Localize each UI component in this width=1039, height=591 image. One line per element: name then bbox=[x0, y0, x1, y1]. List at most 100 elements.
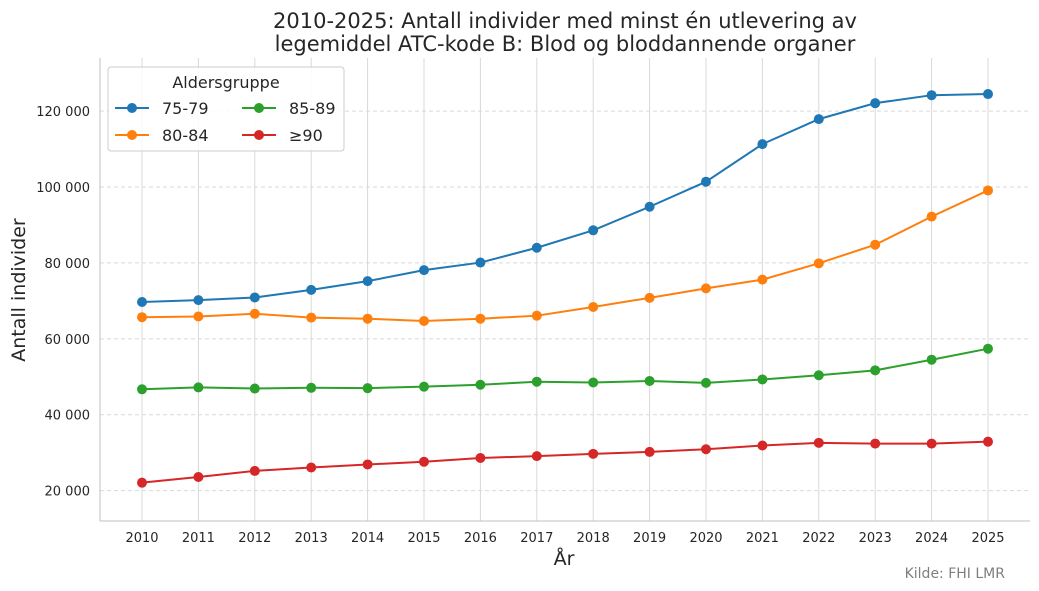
data-point bbox=[137, 477, 147, 488]
legend-swatch-marker bbox=[254, 130, 264, 140]
data-point bbox=[926, 354, 937, 365]
data-point bbox=[475, 257, 486, 268]
data-point bbox=[137, 384, 147, 395]
legend-label: 85-89 bbox=[289, 99, 336, 118]
series-85-89 bbox=[137, 343, 993, 395]
chart-title-line: 2010-2025: Antall individer med minst én… bbox=[273, 9, 857, 33]
data-point bbox=[193, 295, 204, 306]
data-point bbox=[249, 465, 260, 476]
x-tick-label: 2012 bbox=[238, 531, 271, 546]
data-point bbox=[137, 312, 147, 323]
series-80-84 bbox=[137, 185, 993, 326]
data-point bbox=[983, 436, 993, 447]
y-tick-label: 100 000 bbox=[36, 181, 90, 196]
x-tick-label: 2021 bbox=[746, 531, 779, 546]
data-point bbox=[419, 265, 429, 276]
data-point bbox=[983, 89, 993, 100]
data-point bbox=[588, 377, 599, 388]
data-point bbox=[475, 313, 486, 324]
data-point bbox=[757, 374, 768, 385]
data-point bbox=[362, 459, 373, 470]
x-tick-label: 2025 bbox=[971, 531, 1004, 546]
data-point bbox=[926, 211, 937, 222]
data-point bbox=[701, 283, 711, 294]
legend-box bbox=[107, 66, 345, 152]
data-point bbox=[306, 462, 317, 473]
data-point bbox=[419, 381, 429, 392]
x-axis-label: År bbox=[554, 547, 575, 570]
x-tick-label: 2016 bbox=[464, 531, 497, 546]
data-point bbox=[701, 444, 711, 455]
legend-swatch-marker bbox=[127, 103, 137, 113]
data-point bbox=[362, 276, 373, 287]
data-point bbox=[926, 90, 937, 101]
legend: Aldersgruppe 75-79 80-84 85-89 ≥90 bbox=[107, 66, 345, 152]
data-point bbox=[362, 313, 373, 324]
data-point bbox=[249, 308, 260, 319]
data-point bbox=[306, 284, 317, 295]
data-point bbox=[926, 438, 937, 449]
legend-swatch-marker bbox=[127, 130, 137, 140]
series-group bbox=[137, 89, 993, 488]
legend-swatch-marker bbox=[254, 103, 264, 113]
data-point bbox=[475, 379, 486, 390]
data-point bbox=[701, 377, 711, 388]
legend-item: 75-79 bbox=[115, 99, 209, 118]
x-tick-label: 2024 bbox=[915, 531, 948, 546]
x-tick-label: 2015 bbox=[407, 531, 440, 546]
series-line bbox=[141, 93, 989, 304]
legend-label: 80-84 bbox=[162, 126, 209, 145]
data-point bbox=[870, 365, 881, 376]
data-point bbox=[813, 437, 824, 448]
data-point bbox=[249, 383, 260, 394]
data-point bbox=[813, 258, 824, 269]
x-tick-label: 2019 bbox=[633, 531, 666, 546]
data-point bbox=[813, 114, 824, 125]
data-point bbox=[644, 375, 655, 386]
x-tick-label: 2014 bbox=[351, 531, 384, 546]
data-point bbox=[757, 440, 768, 451]
data-point bbox=[249, 292, 260, 303]
data-point bbox=[757, 274, 768, 285]
x-tick-label: 2017 bbox=[520, 531, 553, 546]
x-tick-label: 2023 bbox=[859, 531, 892, 546]
x-tick-label: 2013 bbox=[295, 531, 328, 546]
data-point bbox=[137, 297, 147, 308]
data-point bbox=[193, 382, 204, 393]
axes: 2010 2011 2012 2013 2014 2015 2016 2017 2018 2019… bbox=[36, 58, 1030, 546]
y-tick-label: 20 000 bbox=[45, 485, 91, 500]
series-≥90 bbox=[137, 436, 993, 488]
y-tick-label: 80 000 bbox=[45, 257, 91, 272]
data-point bbox=[419, 456, 429, 467]
data-point bbox=[531, 451, 542, 462]
data-point bbox=[306, 312, 317, 323]
y-axis-label: Antall individer bbox=[8, 218, 30, 362]
data-point bbox=[644, 446, 655, 457]
x-tick-label: 2022 bbox=[802, 531, 835, 546]
data-point bbox=[870, 239, 881, 250]
data-point bbox=[870, 98, 881, 109]
data-point bbox=[193, 311, 204, 322]
legend-title: Aldersgruppe bbox=[172, 73, 279, 92]
data-point bbox=[588, 301, 599, 312]
data-point bbox=[419, 315, 429, 326]
data-point bbox=[193, 471, 204, 482]
x-tick-label: 2020 bbox=[689, 531, 722, 546]
legend-item: 85-89 bbox=[242, 99, 336, 118]
data-point bbox=[757, 139, 768, 150]
y-tick-label: 40 000 bbox=[45, 409, 91, 424]
source-note: Kilde: FHI LMR bbox=[905, 566, 1006, 582]
y-tick-label: 60 000 bbox=[45, 333, 91, 348]
legend-item: ≥90 bbox=[242, 126, 323, 145]
data-point bbox=[588, 225, 599, 236]
data-point bbox=[644, 292, 655, 303]
data-point bbox=[588, 448, 599, 459]
legend-label: 75-79 bbox=[162, 99, 209, 118]
y-tick-label: 120 000 bbox=[36, 105, 90, 120]
x-tick-label: 2010 bbox=[125, 531, 158, 546]
data-point bbox=[870, 438, 881, 449]
legend-item: 80-84 bbox=[115, 126, 209, 145]
x-tick-label: 2018 bbox=[577, 531, 610, 546]
data-point bbox=[531, 310, 542, 321]
